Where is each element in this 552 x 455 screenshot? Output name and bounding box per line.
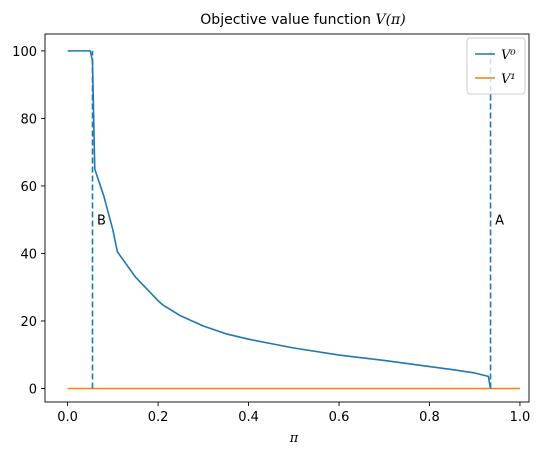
y-tick-label: 60 (20, 180, 37, 195)
legend: V⁰ V¹ (466, 37, 526, 95)
x-tick-label: 0.6 (329, 410, 350, 425)
annotation-a: A (495, 214, 504, 229)
chart-title: Objective value function V(π) (200, 12, 405, 28)
annotation-b: B (97, 214, 106, 229)
plot-frame (44, 33, 530, 403)
y-tick-label: 20 (20, 315, 37, 330)
x-tick-label: 0.8 (419, 410, 440, 425)
x-tick-label: 1.0 (510, 410, 531, 425)
x-axis-label: π (289, 431, 299, 446)
y-axis: 0 20 40 60 80 100 (12, 45, 45, 397)
x-tick-label: 0.0 (57, 410, 78, 425)
y-tick-label: 40 (20, 247, 37, 262)
y-tick-label: 0 (29, 382, 37, 397)
y-tick-label: 80 (20, 112, 37, 127)
x-tick-label: 0.2 (148, 410, 169, 425)
legend-label: V⁰ (501, 48, 516, 63)
legend-box (466, 37, 526, 95)
x-axis: 0.0 0.2 0.4 0.6 0.8 1.0 (57, 402, 530, 425)
series-line-v0 (67, 50, 492, 389)
x-tick-label: 0.4 (238, 410, 259, 425)
y-tick-label: 100 (12, 45, 37, 60)
legend-label: V¹ (501, 72, 516, 87)
